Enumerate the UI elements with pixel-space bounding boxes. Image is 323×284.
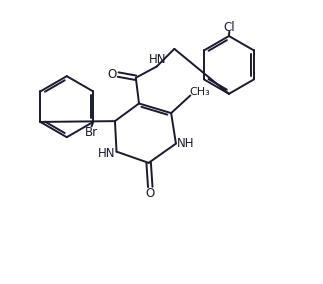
Text: Br: Br (85, 126, 98, 139)
Text: NH: NH (177, 137, 194, 150)
Text: HN: HN (98, 147, 116, 160)
Text: Cl: Cl (224, 22, 235, 34)
Text: HN: HN (149, 53, 166, 66)
Text: O: O (146, 187, 155, 200)
Text: O: O (107, 68, 116, 81)
Text: CH₃: CH₃ (189, 87, 210, 97)
